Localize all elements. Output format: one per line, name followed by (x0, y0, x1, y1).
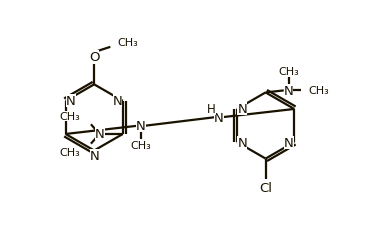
Text: H: H (207, 102, 216, 115)
Text: N: N (237, 137, 247, 150)
Text: CH₃: CH₃ (60, 147, 80, 157)
Text: N: N (66, 94, 76, 107)
Text: N: N (136, 120, 146, 133)
Text: N: N (284, 137, 294, 150)
Text: N: N (237, 102, 247, 115)
Text: CH₃: CH₃ (60, 112, 80, 122)
Text: CH₃: CH₃ (278, 67, 299, 77)
Text: CH₃: CH₃ (309, 86, 330, 96)
Text: N: N (90, 149, 100, 162)
Text: N: N (284, 85, 293, 98)
Text: O: O (89, 50, 100, 63)
Text: N: N (214, 111, 223, 124)
Text: N: N (113, 94, 122, 107)
Text: CH₃: CH₃ (118, 38, 138, 47)
Text: N: N (95, 128, 105, 141)
Text: Cl: Cl (259, 181, 272, 194)
Text: CH₃: CH₃ (130, 141, 151, 150)
